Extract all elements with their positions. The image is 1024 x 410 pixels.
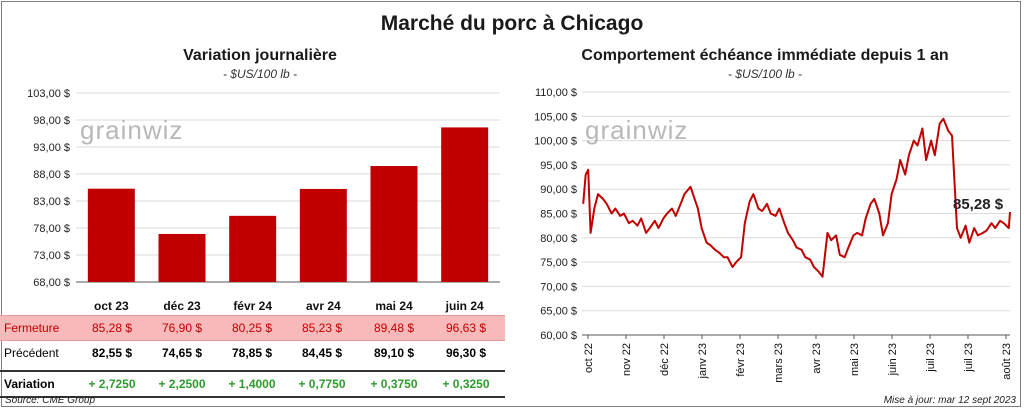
y-tick-label: 70,00 $ [540, 281, 577, 293]
previous-cell: 78,85 $ [231, 346, 273, 360]
y-tick-label: 100,00 $ [534, 136, 577, 148]
bar-chart-subtitle: - $US/100 lb - [222, 67, 298, 81]
row-label-variation: Variation [4, 377, 55, 391]
x-tick-label: juin 23 [887, 343, 899, 376]
row-label-close: Fermeture [4, 321, 60, 335]
line-chart-subtitle: - $US/100 lb - [727, 67, 803, 81]
y-tick-label: 83,00 $ [33, 196, 70, 208]
previous-cell: 96,30 $ [445, 346, 487, 360]
line-chart-title: Comportement échéance immédiate depuis 1… [581, 47, 949, 64]
y-tick-label: 68,00 $ [33, 277, 70, 289]
previous-cell: 74,65 $ [161, 346, 203, 360]
watermark-right: grainwiz [585, 115, 689, 145]
bar [158, 233, 206, 282]
bar [229, 215, 277, 282]
y-tick-label: 90,00 $ [540, 184, 577, 196]
last-value-label: 85,28 $ [953, 196, 1004, 213]
close-cell: 80,25 $ [231, 321, 273, 335]
x-tick-label: déc 22 [659, 343, 671, 376]
table-row-close: Fermeture 85,28 $ 76,90 $ 80,25 $ 85,23 … [0, 315, 505, 341]
category-label: févr 24 [233, 299, 272, 313]
close-cell: 76,90 $ [161, 321, 203, 335]
x-tick-label: mai 23 [849, 343, 861, 376]
category-label: mai 24 [375, 299, 413, 313]
x-tick-label: juil 23 [925, 343, 937, 373]
y-tick-label: 103,00 $ [27, 88, 70, 100]
category-label: avr 24 [306, 299, 341, 313]
close-cell: 89,48 $ [373, 321, 415, 335]
close-cell: 85,28 $ [91, 321, 133, 335]
y-tick-label: 78,00 $ [33, 223, 70, 235]
variation-cell: + 0,7750 [298, 377, 346, 391]
y-tick-label: 95,00 $ [540, 160, 577, 172]
y-tick-label: 73,00 $ [33, 250, 70, 262]
row-label-previous: Précédent [4, 346, 59, 360]
category-label: déc 23 [163, 299, 201, 313]
x-tick-label: févr 23 [735, 343, 747, 377]
previous-cell: 89,10 $ [373, 346, 415, 360]
x-tick-label: nov 22 [621, 343, 633, 376]
category-label: juin 24 [445, 299, 484, 313]
y-tick-label: 105,00 $ [534, 111, 577, 123]
x-tick-label: juil 23 [963, 343, 975, 373]
y-tick-label: 75,00 $ [540, 257, 577, 269]
y-tick-label: 88,00 $ [33, 169, 70, 181]
source-note: Source: CME Group [5, 395, 96, 406]
variation-cell: + 0,3750 [370, 377, 418, 391]
close-cell: 85,23 $ [301, 321, 343, 335]
previous-cell: 82,55 $ [91, 346, 133, 360]
y-tick-label: 60,00 $ [540, 330, 577, 342]
bar-chart-title: Variation journalière [183, 47, 337, 64]
table-row-previous: Précédent 82,55 $ 74,65 $ 78,85 $ 84,45 … [0, 341, 505, 365]
bar [370, 166, 418, 282]
y-tick-label: 80,00 $ [540, 233, 577, 245]
price-line [582, 117, 1011, 278]
bar [87, 188, 135, 282]
variation-cell: + 2,7250 [88, 377, 136, 391]
y-tick-label: 85,00 $ [540, 209, 577, 221]
close-cell: 96,63 $ [445, 321, 487, 335]
y-tick-label: 65,00 $ [540, 306, 577, 318]
previous-cell: 84,45 $ [301, 346, 343, 360]
bar [441, 127, 489, 282]
x-tick-label: mars 23 [773, 343, 785, 383]
watermark-left: grainwiz [80, 115, 184, 145]
y-tick-label: 98,00 $ [33, 115, 70, 127]
x-tick-label: avr 23 [811, 343, 823, 374]
y-tick-label: 110,00 $ [535, 87, 577, 99]
x-tick-label: janv 23 [697, 343, 709, 379]
main-title: Marché du porc à Chicago [380, 12, 644, 35]
variation-cell: + 2,2500 [158, 377, 206, 391]
x-tick-label: août 23 [1001, 343, 1013, 380]
y-tick-label: 93,00 $ [33, 142, 70, 154]
variation-cell: + 1,4000 [228, 377, 276, 391]
table-row-variation: Variation + 2,7250 + 2,2500 + 1,4000 + 0… [0, 370, 505, 398]
update-note: Mise à jour: mar 12 sept 2023 [883, 395, 1016, 406]
category-label: oct 23 [94, 299, 129, 313]
variation-cell: + 0,3250 [442, 377, 490, 391]
bar [299, 188, 347, 282]
x-tick-label: oct 22 [583, 343, 595, 373]
